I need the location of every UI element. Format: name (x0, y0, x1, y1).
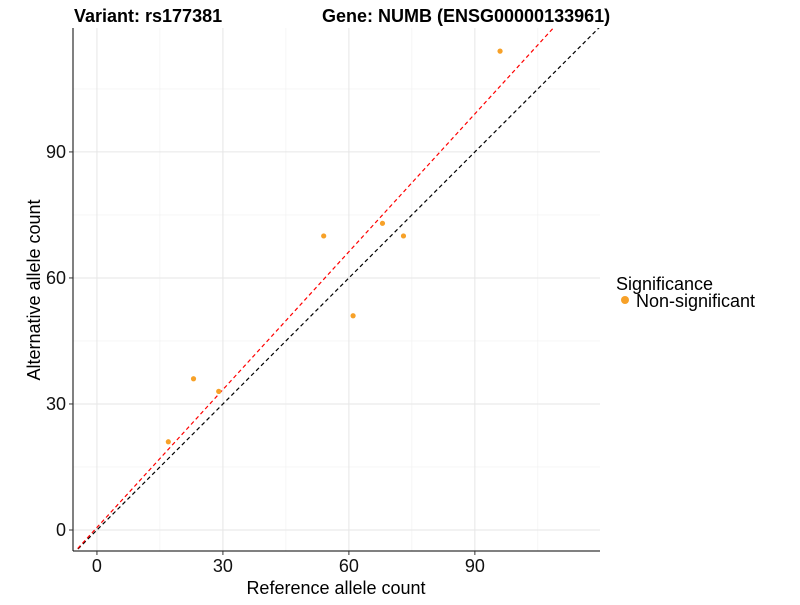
legend-title: Significance (616, 274, 713, 294)
title-gene: Gene: NUMB (ENSG00000133961) (322, 6, 610, 26)
legend-label-non-significant: Non-significant (636, 291, 755, 311)
data-point (400, 233, 407, 239)
data-points (165, 48, 503, 445)
data-point (190, 376, 197, 382)
x-tick-label: 90 (465, 556, 485, 576)
x-tick-label: 0 (92, 556, 102, 576)
fit-line (74, 28, 555, 551)
y-tick-label: 0 (56, 520, 66, 540)
title-variant: Variant: rs177381 (74, 6, 222, 26)
x-axis-label: Reference allele count (246, 578, 425, 598)
y-tick-label: 60 (46, 268, 66, 288)
axis-ticks: 0 30 60 90 0 30 60 90 (46, 142, 485, 576)
x-tick-label: 30 (213, 556, 233, 576)
data-point (497, 48, 503, 54)
y-tick-label: 90 (46, 142, 66, 162)
y-axis-label: Alternative allele count (24, 199, 44, 380)
identity-line (75, 28, 600, 551)
x-tick-label: 60 (339, 556, 359, 576)
data-point (321, 233, 327, 239)
y-tick-label: 30 (46, 394, 66, 414)
data-point (216, 388, 222, 394)
data-point (165, 439, 171, 445)
data-point (379, 220, 386, 226)
grid (73, 28, 600, 551)
legend: Significance Non-significant (616, 274, 755, 311)
data-point (350, 313, 356, 319)
reference-lines (74, 28, 600, 551)
legend-marker-non-significant (621, 296, 629, 304)
